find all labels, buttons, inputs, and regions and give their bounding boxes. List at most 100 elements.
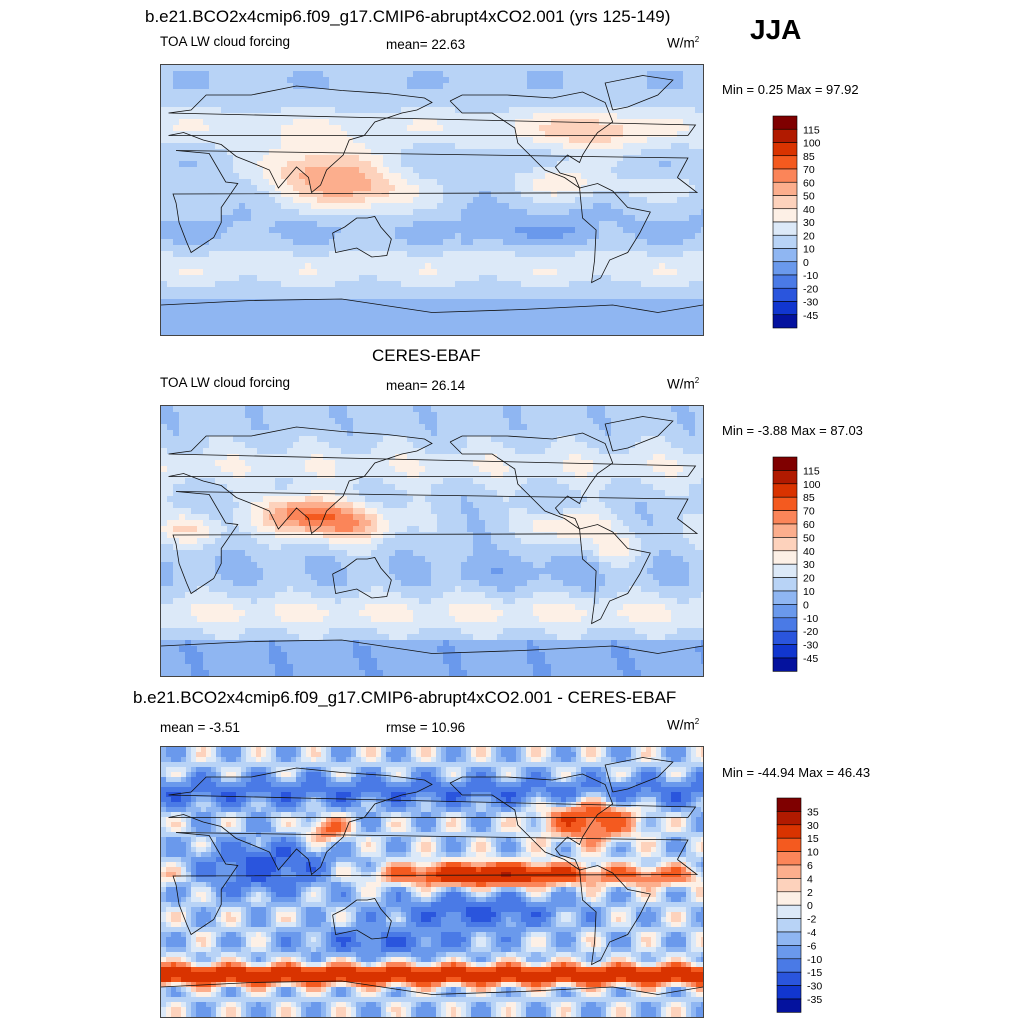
colorbar-label: 70 — [803, 506, 815, 518]
panel3-field — [161, 747, 703, 1017]
colorbar-box — [776, 891, 802, 906]
colorbar-box — [776, 851, 802, 866]
colorbar-box — [772, 496, 798, 511]
colorbar-box — [772, 523, 798, 538]
colorbar-box — [776, 864, 802, 879]
colorbar-label: -30 — [807, 981, 822, 993]
colorbar-box — [772, 208, 798, 223]
colorbar-label: 20 — [803, 230, 815, 242]
coastline — [604, 75, 674, 111]
colorbar-box — [776, 811, 802, 826]
colorbar-label: 50 — [803, 532, 815, 544]
colorbar-box — [772, 456, 798, 471]
colorbar-label: 85 — [803, 492, 815, 504]
colorbar-box — [772, 537, 798, 552]
colorbar-box — [772, 274, 798, 289]
coastline — [172, 491, 699, 595]
colorbar-label: -10 — [807, 954, 822, 966]
season-label: JJA — [750, 14, 802, 45]
colorbar-label: -45 — [803, 310, 818, 322]
coastline — [449, 91, 614, 190]
colorbar-label: 85 — [803, 151, 815, 163]
colorbar-box — [772, 644, 798, 659]
panel1-field — [161, 65, 703, 335]
colorbar-box — [772, 563, 798, 578]
colorbar-label: 60 — [803, 177, 815, 189]
panel1-colorbar: 115 100 85 70 60 50 40 30 20 10 0 -10 -20 -30 -45 — [772, 115, 843, 329]
colorbar-label: 0 — [803, 599, 809, 611]
colorbar-label: 115 — [803, 124, 820, 136]
colorbar-box — [776, 837, 802, 852]
colorbar-label: -20 — [803, 283, 818, 295]
coastline — [168, 426, 697, 535]
colorbar-box — [776, 797, 802, 812]
colorbar-label: 70 — [803, 164, 815, 176]
panel2-minmax: Min = -3.88 Max = 87.03 — [722, 423, 863, 438]
colorbar-label: 0 — [807, 900, 813, 912]
panel3-title: b.e21.BCO2x4cmip6.f09_g17.CMIP6-abrupt4x… — [133, 688, 677, 707]
colorbar-label: 10 — [807, 847, 819, 859]
panel2-field — [161, 406, 703, 676]
colorbar-box — [772, 168, 798, 183]
colorbar-box — [776, 945, 802, 960]
coastline — [168, 85, 697, 194]
colorbar-label: 4 — [807, 873, 813, 885]
panel2-map — [160, 405, 704, 677]
colorbar-box — [776, 918, 802, 933]
colorbar-label: -30 — [803, 640, 818, 652]
panel1-mean: mean= 22.63 — [386, 37, 466, 52]
panel3-minmax: Min = -44.94 Max = 46.43 — [722, 765, 871, 780]
colorbar-label: 10 — [803, 244, 815, 256]
panel3-map — [160, 746, 704, 1018]
colorbar-box — [772, 590, 798, 605]
colorbar-label: -2 — [807, 914, 816, 926]
coastline — [161, 980, 703, 995]
colorbar-box — [772, 617, 798, 632]
colorbar-box — [772, 657, 798, 672]
colorbar-label: -35 — [807, 994, 822, 1006]
colorbar-box — [776, 971, 802, 986]
coastline — [332, 898, 392, 940]
colorbar-box — [772, 248, 798, 263]
coastline — [579, 183, 651, 284]
coastline — [172, 150, 699, 254]
colorbar-box — [772, 142, 798, 157]
colorbar-label: 30 — [803, 217, 815, 229]
colorbar-label: 30 — [807, 820, 819, 832]
colorbar-label: 0 — [803, 257, 809, 269]
colorbar-label: 6 — [807, 860, 813, 872]
colorbar-label: 100 — [803, 138, 821, 150]
panel2-mean: mean= 26.14 — [386, 378, 466, 393]
coastline — [168, 767, 697, 876]
colorbar-label: 115 — [803, 465, 820, 477]
colorbar-label: -30 — [803, 297, 818, 309]
panel2-colorbar: 115 100 85 70 60 50 40 30 20 10 0 -10 -20 -30 -45 — [772, 456, 843, 672]
panel2-title: CERES-EBAF — [372, 346, 481, 365]
colorbar-box — [772, 181, 798, 196]
colorbar-box — [772, 550, 798, 565]
colorbar-box — [772, 470, 798, 485]
colorbar-label: 100 — [803, 479, 821, 491]
coastline — [449, 773, 614, 872]
colorbar-label: 60 — [803, 519, 815, 531]
colorbar-label: 2 — [807, 887, 813, 899]
colorbar-label: 30 — [803, 559, 815, 571]
panel1-map — [160, 64, 704, 336]
colorbar-box — [772, 155, 798, 170]
colorbar-box — [776, 904, 802, 919]
colorbar-box — [772, 287, 798, 302]
colorbar-label: -4 — [807, 927, 816, 939]
coastline — [604, 416, 674, 452]
coastline — [161, 639, 703, 654]
colorbar-box — [776, 931, 802, 946]
colorbar-box — [772, 128, 798, 143]
colorbar-box — [772, 630, 798, 645]
colorbar-label: 10 — [803, 586, 815, 598]
colorbar-box — [772, 604, 798, 619]
colorbar-box — [772, 483, 798, 498]
coastline — [172, 832, 699, 936]
colorbar-box — [772, 115, 798, 130]
colorbar-label: 20 — [803, 573, 815, 585]
panel2-units: W/m2 — [667, 376, 700, 392]
colorbar-label: -10 — [803, 270, 818, 282]
